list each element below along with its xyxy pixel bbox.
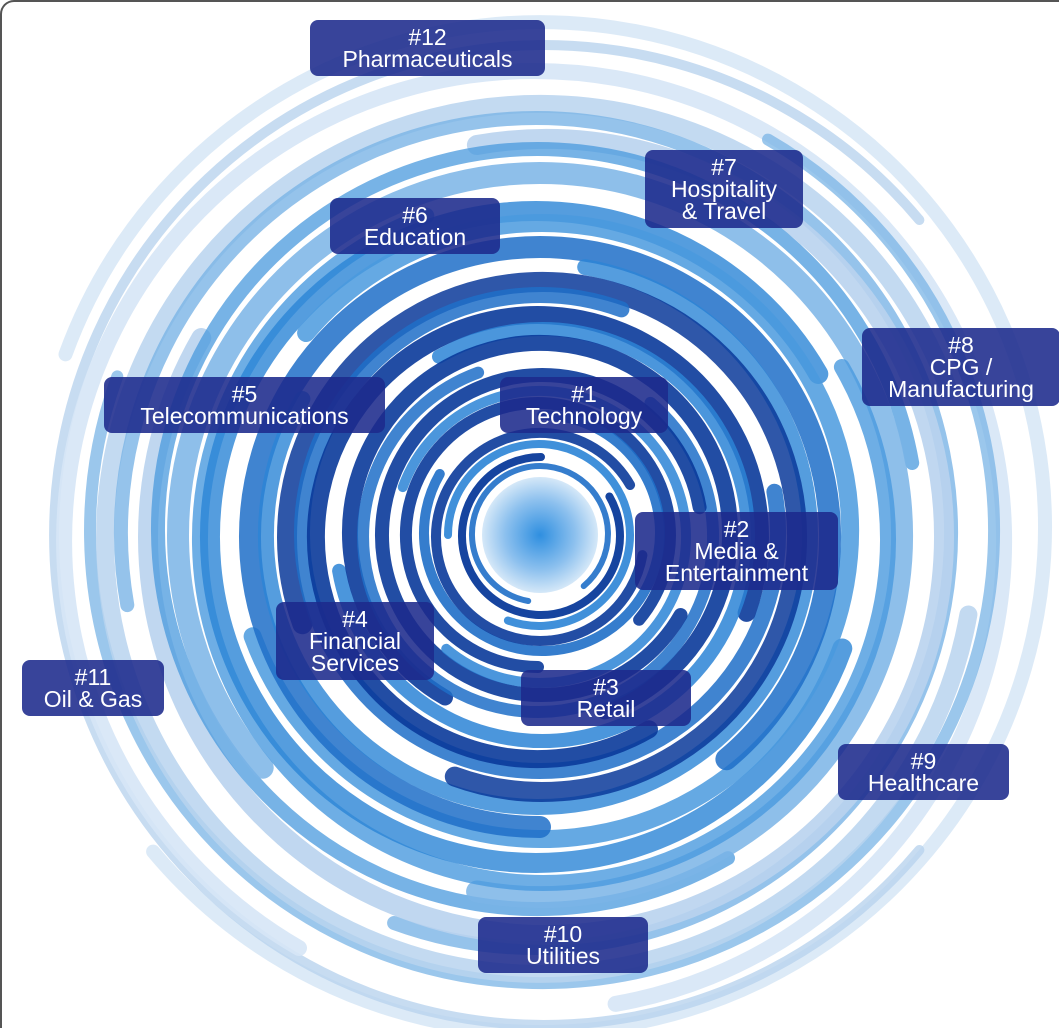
industry-rank: #8: [948, 332, 974, 358]
industry-name: & Travel: [681, 198, 767, 224]
industry-label-9: #9 Healthcare: [838, 744, 1009, 800]
industry-rank: #2: [723, 516, 750, 542]
industry-name: Manufacturing: [888, 376, 1034, 402]
industry-name: CPG /: [929, 354, 993, 380]
industry-name: Education: [363, 224, 467, 250]
spiral-ring: [138, 128, 955, 945]
spiral-ring: [457, 453, 624, 619]
spiral-ring: [199, 200, 853, 873]
industry-name: Technology: [525, 403, 643, 429]
industry-name: Financial: [308, 628, 402, 654]
industry-name: Retail: [576, 696, 636, 722]
industry-label-6: #6 Education: [330, 198, 500, 254]
industry-rank: #7: [711, 154, 737, 180]
industry-rank: #5: [231, 381, 258, 407]
spiral-ring: [294, 287, 787, 780]
spiral-ring: [96, 94, 978, 983]
industry-name: Oil & Gas: [43, 686, 143, 712]
industry-rank: #11: [74, 664, 112, 690]
industry-label-10: #10 Utilities: [478, 917, 648, 973]
industry-label-12: #12 Pharmaceuticals: [310, 20, 545, 76]
industry-label-4: #4 Financial Services: [276, 602, 434, 680]
industry-name: Telecommunications: [140, 403, 349, 429]
industry-name: Utilities: [525, 943, 601, 969]
industry-label-7: #7 Hospitality & Travel: [645, 150, 803, 228]
industry-rank: #10: [543, 921, 583, 947]
spiral-center: [482, 477, 598, 593]
industry-label-5: #5 Telecommunications: [104, 377, 385, 433]
spiral-ring: [243, 214, 860, 848]
industry-label-8: #8 CPG / Manufacturing: [862, 328, 1059, 406]
industry-label-11: #11 Oil & Gas: [22, 660, 164, 716]
spiral-ring: [418, 410, 665, 656]
spiral-ring: [49, 40, 925, 1028]
spiral-ring: [431, 427, 648, 646]
industry-rank: #6: [402, 202, 428, 228]
industry-label-3: #3 Retail: [521, 670, 691, 726]
industry-label-1: #1 Technology: [500, 377, 668, 433]
industry-name: Media &: [694, 538, 779, 564]
industry-name: Hospitality: [670, 176, 778, 202]
industry-rank: #4: [342, 606, 368, 632]
industry-rank: #3: [593, 674, 619, 700]
industry-rank: #1: [571, 381, 597, 407]
industry-name: Services: [310, 650, 400, 676]
spiral-ring: [332, 322, 755, 748]
industry-rank: #9: [910, 748, 937, 774]
spiral-ring: [444, 439, 634, 630]
spiral-ring: [342, 335, 738, 720]
spiral-ring: [468, 463, 611, 604]
industry-name: Entertainment: [664, 560, 809, 586]
industry-name: Pharmaceuticals: [342, 46, 513, 72]
industry-name: Healthcare: [867, 770, 980, 796]
industry-label-2: #2 Media & Entertainment: [635, 512, 838, 590]
industry-rank: #12: [408, 24, 447, 50]
